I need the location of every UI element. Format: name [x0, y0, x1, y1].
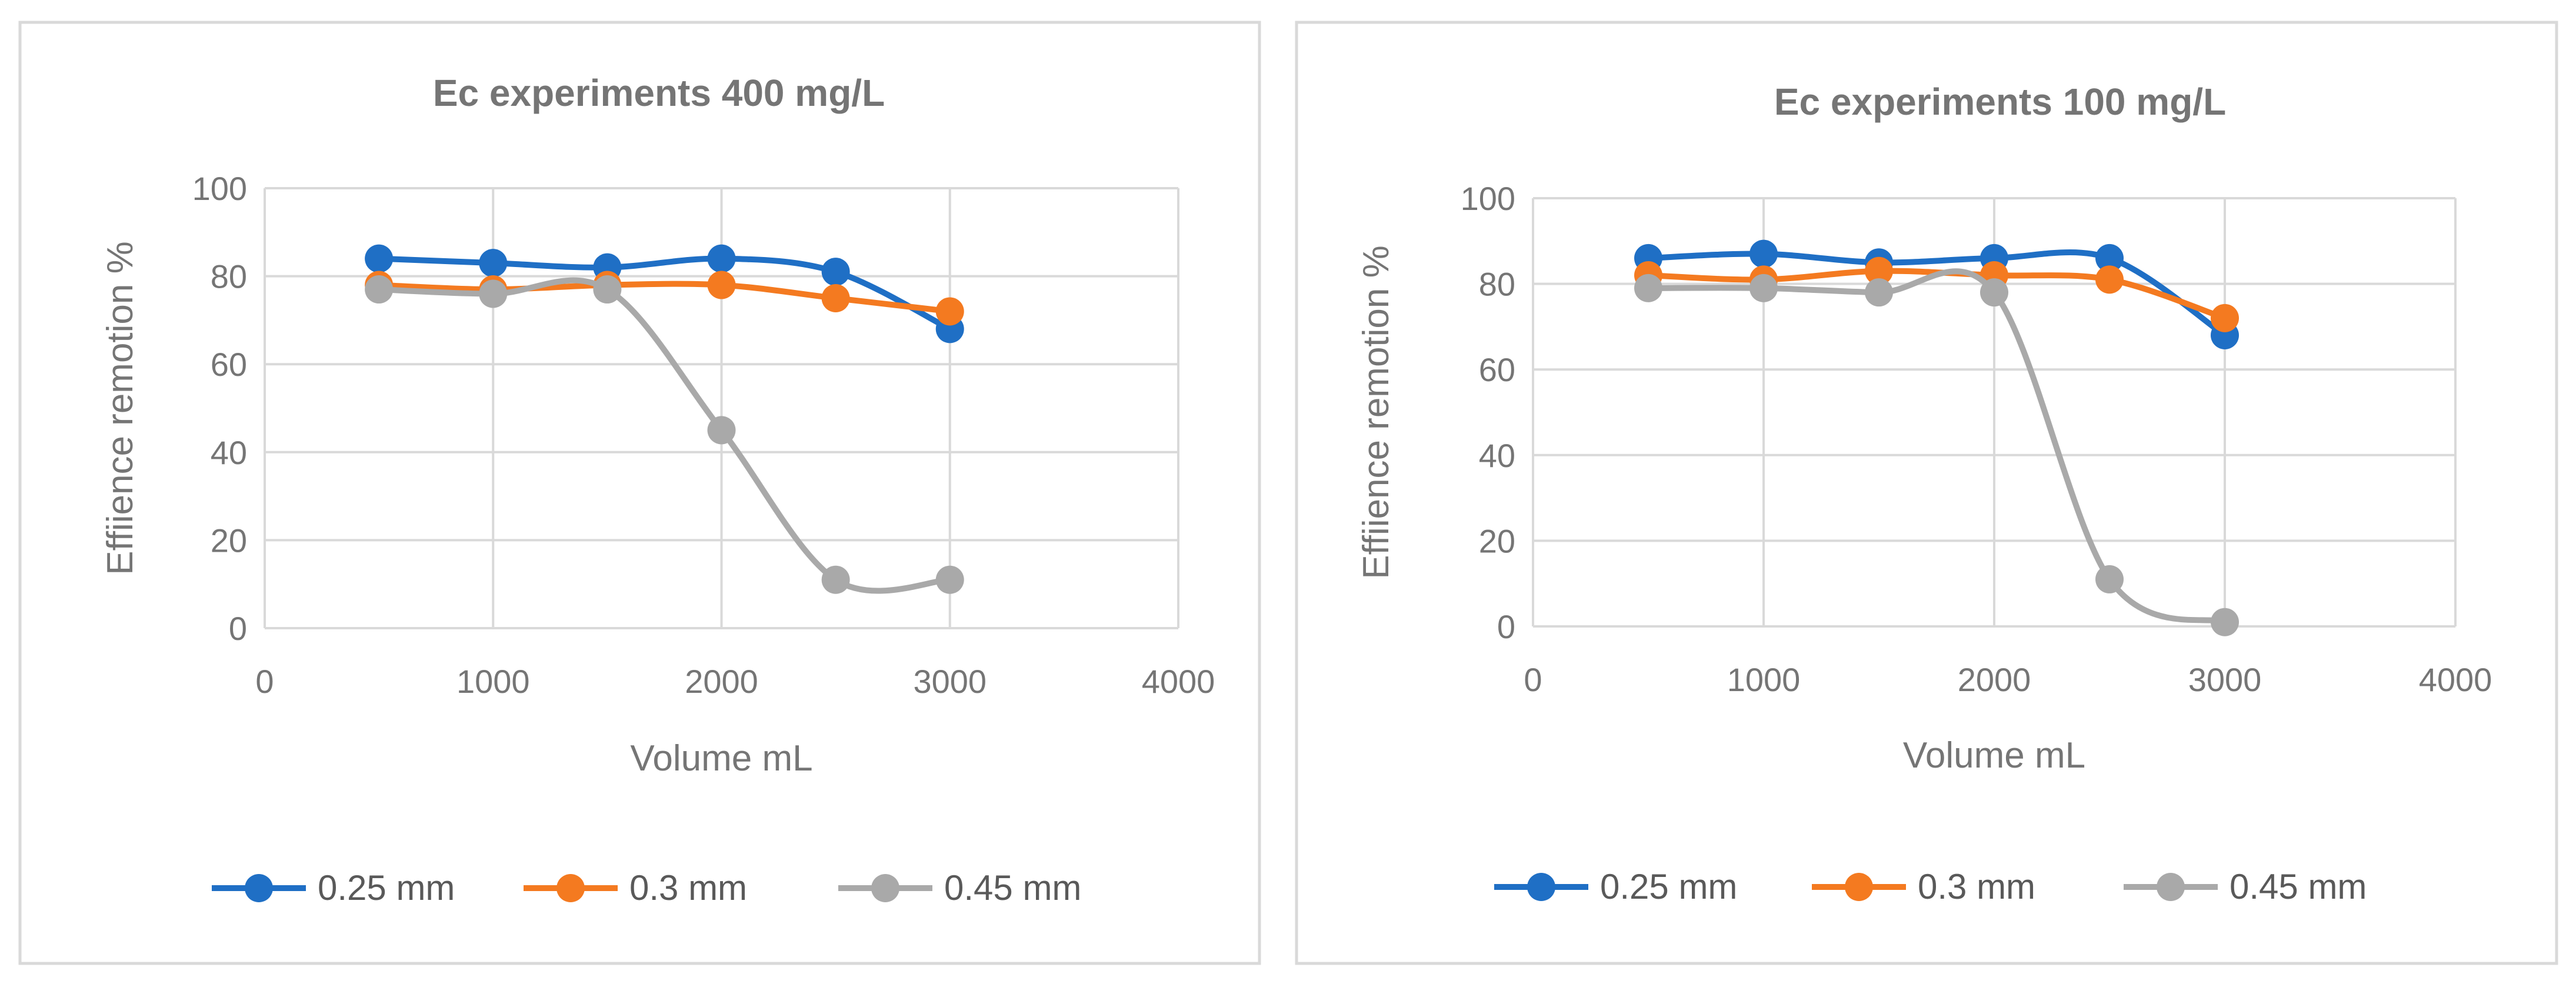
- legend-item: 0.25 mm: [1494, 867, 1737, 906]
- y-tick-label: 0: [1497, 608, 1515, 645]
- chart-title: Ec experiments 100 mg/L: [1774, 81, 2226, 123]
- data-point: [707, 416, 736, 445]
- data-point: [2095, 244, 2124, 272]
- chart-frame: [1295, 21, 2558, 965]
- data-point: [821, 565, 850, 594]
- y-tick-label: 80: [211, 258, 247, 295]
- data-point: [935, 297, 964, 326]
- data-point: [593, 275, 622, 304]
- y-tick-label: 100: [192, 170, 247, 207]
- legend-swatch-marker: [871, 874, 899, 902]
- data-point: [2095, 265, 2124, 294]
- y-tick-labels: 0 20 40 60 80 100: [1461, 180, 1515, 645]
- legend: 0.25 mm 0.3 mm 0.45 mm: [212, 868, 1081, 908]
- legend-item: 0.45 mm: [838, 868, 1081, 908]
- legend-label: 0.3 mm: [1918, 867, 2035, 906]
- data-point: [2211, 608, 2239, 636]
- y-tick-label: 0: [229, 610, 247, 647]
- series-line: [376, 281, 953, 315]
- legend-swatch-marker: [2157, 873, 2185, 901]
- legend-swatch-marker: [245, 874, 273, 902]
- chart-panel-100: Ec experiments 100 mg/L 0 20 40 60 80 100 0 1000…: [1294, 0, 2559, 984]
- y-axis-label: Effiience remotion %: [1356, 245, 1397, 579]
- y-tick-labels: 0 20 40 60 80 100: [192, 170, 247, 647]
- legend-item: 0.45 mm: [2124, 867, 2367, 906]
- legend-swatch-marker: [556, 874, 585, 902]
- x-axis-label: Volume mL: [1903, 735, 2085, 776]
- y-tick-label: 100: [1461, 180, 1515, 217]
- y-tick-label: 80: [1479, 266, 1515, 303]
- legend-item: 0.3 mm: [524, 868, 747, 908]
- x-tick-label: 2000: [685, 663, 758, 700]
- x-tick-label: 3000: [2188, 661, 2262, 698]
- legend-label: 0.25 mm: [1600, 867, 1737, 906]
- legend: 0.25 mm 0.3 mm 0.45 mm: [1494, 867, 2367, 906]
- data-point: [821, 258, 850, 286]
- data-point: [1865, 256, 1893, 285]
- data-point: [821, 284, 850, 312]
- y-tick-label: 40: [1479, 437, 1515, 474]
- legend-item: 0.3 mm: [1812, 867, 2035, 906]
- data-point: [2095, 565, 2124, 593]
- data-point: [1980, 278, 2008, 307]
- data-point: [479, 249, 508, 278]
- legend-label: 0.45 mm: [944, 868, 1081, 908]
- x-tick-label: 4000: [2419, 661, 2492, 698]
- series-0-45-mm: [1634, 268, 2239, 636]
- legend-label: 0.25 mm: [318, 868, 455, 908]
- legend-label: 0.3 mm: [629, 868, 747, 908]
- x-axis-label: Volume mL: [630, 738, 812, 779]
- x-tick-label: 3000: [913, 663, 987, 700]
- data-point: [1865, 278, 1893, 307]
- x-tick-label: 1000: [456, 663, 530, 700]
- y-tick-label: 40: [211, 434, 247, 471]
- y-tick-label: 20: [1479, 522, 1515, 559]
- data-point: [935, 565, 964, 594]
- chart-title: Ec experiments 400 mg/L: [433, 72, 885, 114]
- data-point: [707, 244, 736, 273]
- x-tick-label: 0: [1524, 661, 1542, 698]
- y-tick-label: 20: [211, 522, 247, 559]
- x-tick-label: 2000: [1958, 661, 2031, 698]
- legend-swatch-marker: [1845, 873, 1873, 901]
- legend-label: 0.45 mm: [2230, 867, 2367, 906]
- legend-swatch-marker: [1527, 873, 1555, 901]
- legend-item: 0.25 mm: [212, 868, 455, 908]
- data-point: [365, 244, 394, 273]
- chart-frame: [18, 21, 1261, 965]
- data-point: [2211, 303, 2239, 332]
- series-0-45-mm: [365, 275, 964, 594]
- data-point: [1749, 239, 1778, 268]
- x-tick-label: 0: [255, 663, 274, 700]
- chart-panel-400: Ec experiments 400 mg/L 0 20 40 60 80 100 0 1000…: [18, 0, 1262, 984]
- data-point: [1634, 273, 1662, 302]
- y-tick-label: 60: [1479, 351, 1515, 388]
- x-tick-labels: 0 1000 2000 3000 4000: [1524, 661, 2492, 698]
- data-point: [707, 271, 736, 299]
- data-point: [365, 275, 394, 304]
- x-tick-labels: 0 1000 2000 3000 4000: [255, 663, 1215, 700]
- x-tick-label: 4000: [1142, 663, 1215, 700]
- data-point: [1749, 273, 1778, 302]
- data-point: [479, 279, 508, 308]
- x-tick-label: 1000: [1727, 661, 1801, 698]
- y-tick-label: 60: [211, 346, 247, 383]
- y-axis-label: Effiience remotion %: [100, 241, 141, 575]
